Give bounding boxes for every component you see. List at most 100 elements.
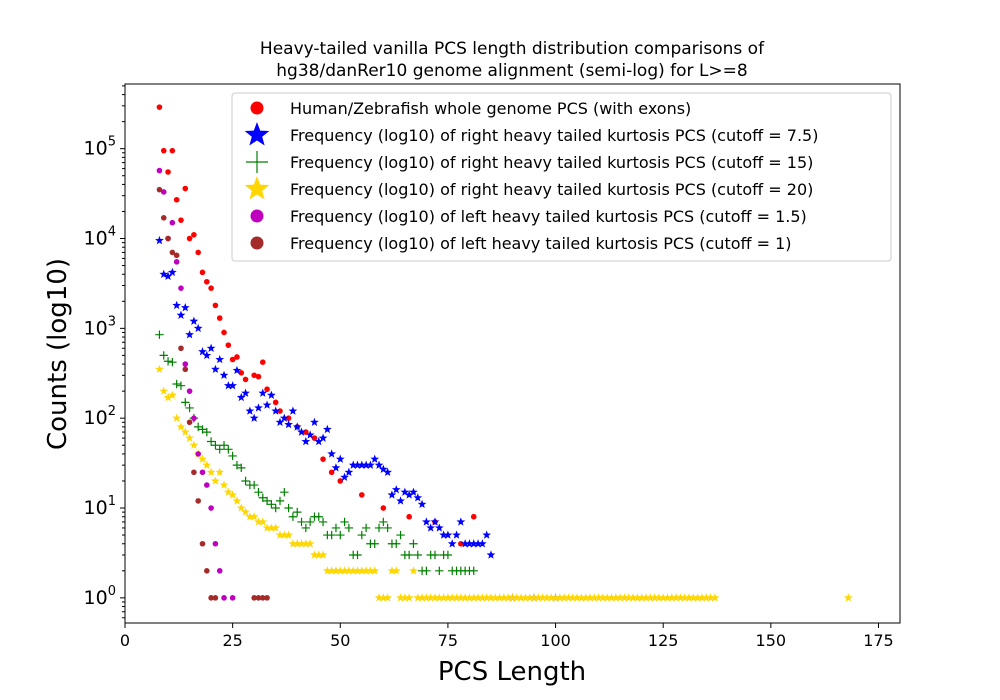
data-point	[465, 539, 474, 548]
data-point	[211, 476, 220, 485]
legend-label: Frequency (log10) of right heavy tailed …	[290, 180, 813, 199]
data-point	[340, 517, 349, 527]
data-point	[594, 593, 603, 602]
data-point	[185, 330, 194, 339]
data-point	[688, 593, 698, 602]
data-point	[473, 593, 483, 602]
legend-label: Frequency (log10) of left heavy tailed k…	[290, 234, 792, 253]
data-point	[396, 530, 405, 540]
data-point	[180, 303, 190, 312]
data-point	[413, 493, 423, 502]
data-point	[559, 593, 569, 602]
data-point	[370, 454, 380, 463]
legend-label: Frequency (log10) of right heavy tailed …	[290, 153, 813, 172]
data-point	[624, 593, 634, 602]
data-point	[404, 550, 414, 560]
data-point	[169, 147, 176, 154]
data-point	[264, 595, 270, 601]
data-point	[701, 593, 711, 602]
data-point	[275, 530, 285, 539]
data-point	[658, 593, 668, 602]
data-point	[589, 593, 599, 602]
data-point	[366, 566, 375, 575]
data-point	[357, 460, 367, 469]
data-point	[490, 593, 500, 602]
data-point	[199, 269, 206, 276]
legend: Human/Zebrafish whole genome PCS (with e…	[231, 92, 892, 262]
data-point	[434, 523, 444, 532]
data-point	[422, 593, 431, 602]
data-point	[331, 566, 341, 575]
data-point	[262, 496, 272, 506]
data-point	[172, 300, 182, 310]
data-point	[160, 147, 167, 154]
data-point	[327, 566, 337, 575]
data-point	[211, 441, 220, 450]
data-point	[173, 252, 180, 259]
data-point	[271, 406, 281, 415]
data-point	[417, 593, 427, 602]
series-1	[155, 235, 560, 602]
data-point	[477, 593, 487, 602]
data-point	[297, 539, 306, 548]
y-axis-ticks: 100 101 102 103 104 105	[84, 85, 125, 619]
x-axis-label: PCS Length	[438, 657, 586, 687]
data-point	[469, 566, 478, 576]
series-2	[155, 330, 478, 576]
data-point	[546, 593, 556, 602]
data-point	[219, 441, 229, 450]
data-point	[314, 436, 324, 446]
data-point	[357, 530, 367, 540]
data-point	[202, 427, 212, 437]
data-point	[223, 381, 233, 390]
data-point	[318, 517, 328, 527]
data-point	[564, 593, 573, 602]
data-point	[169, 219, 176, 226]
data-point	[607, 593, 616, 602]
data-point	[344, 566, 354, 575]
data-point	[271, 503, 280, 513]
chart-title-line-2: hg38/danRer10 genome alignment (semi-log…	[276, 61, 747, 81]
data-point	[181, 398, 190, 407]
legend-box	[231, 92, 892, 262]
data-point	[305, 517, 315, 527]
data-point	[185, 433, 194, 442]
data-point	[199, 540, 206, 547]
data-point	[191, 231, 197, 238]
data-point	[236, 392, 246, 402]
data-point	[406, 513, 412, 520]
data-point	[706, 593, 715, 602]
data-point	[249, 512, 259, 521]
data-point	[383, 523, 392, 533]
data-point	[465, 593, 474, 602]
data-point	[320, 456, 326, 462]
data-point	[680, 593, 690, 602]
data-point	[216, 315, 223, 321]
data-point	[340, 566, 349, 575]
data-point	[292, 539, 302, 548]
data-point	[417, 499, 427, 509]
y-tick-label: 103	[84, 314, 116, 339]
data-point	[284, 419, 293, 429]
data-point	[293, 507, 302, 517]
data-point	[348, 460, 358, 469]
data-point	[344, 523, 354, 533]
data-point	[258, 493, 267, 502]
data-point	[208, 595, 214, 601]
data-point	[182, 366, 189, 373]
data-point	[577, 593, 586, 602]
data-point	[413, 550, 422, 560]
data-point	[327, 449, 337, 458]
data-point	[482, 530, 492, 539]
data-point	[229, 356, 236, 363]
data-point	[521, 593, 530, 602]
data-point	[447, 593, 457, 602]
data-point	[357, 566, 367, 575]
data-point	[159, 351, 168, 360]
data-point	[697, 593, 707, 602]
data-point	[178, 285, 184, 291]
data-point	[344, 467, 354, 476]
data-point	[585, 593, 595, 602]
data-point	[311, 435, 318, 441]
